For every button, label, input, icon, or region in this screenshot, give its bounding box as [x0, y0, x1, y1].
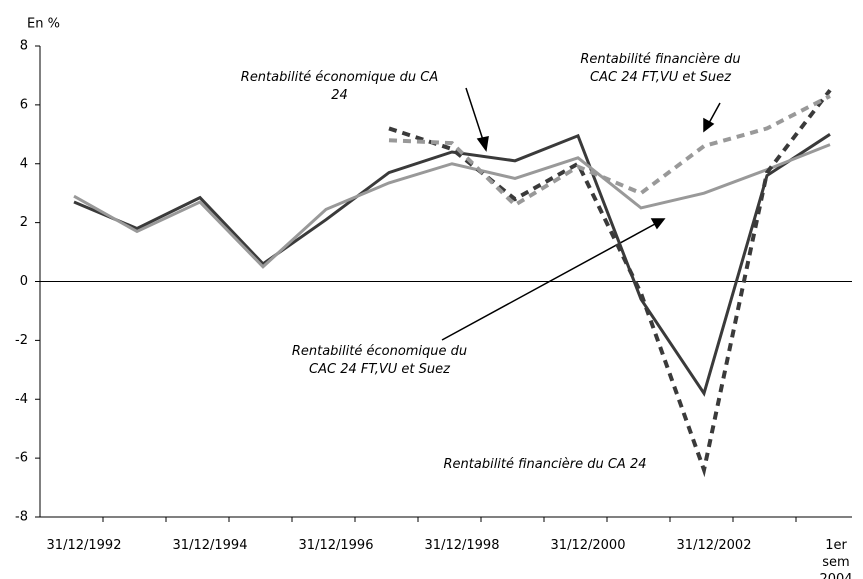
- y-tick-label: -6: [15, 451, 28, 466]
- y-tick-label: 6: [20, 97, 28, 112]
- x-tick-label: 31/12/1994: [172, 538, 248, 553]
- series-line: [388, 94, 831, 208]
- y-tick-label: 2: [20, 215, 28, 230]
- annotation: Rentabilité financière du CA 24: [443, 457, 647, 472]
- x-tick-label: 1er sem 2004: [819, 538, 852, 579]
- arrow-head: [476, 136, 489, 152]
- arrow: [465, 87, 484, 141]
- series-line: [388, 88, 832, 478]
- annotation: Rentabilité économique du CA 24: [240, 70, 439, 103]
- y-tick-label: -8: [15, 510, 28, 525]
- annotation-arrows: [441, 87, 721, 341]
- arrow-head: [650, 218, 666, 230]
- y-tick-label: 8: [20, 39, 28, 54]
- annotation: Rentabilité économique du CAC 24 FT,VU e…: [291, 344, 468, 377]
- y-tick-label: 0: [20, 274, 28, 289]
- y-tick-label: -2: [15, 333, 28, 348]
- x-tick-label: 31/12/1996: [298, 538, 374, 553]
- x-tick-label: 31/12/1998: [424, 538, 500, 553]
- x-tick-label: 31/12/1992: [46, 538, 122, 553]
- series-line: [73, 143, 831, 269]
- annotation: Rentabilité financière du CAC 24 FT,VU e…: [580, 52, 741, 85]
- y-axis-label: En %: [27, 17, 60, 32]
- y-tick-label: -4: [15, 392, 28, 407]
- x-tick-label: 31/12/2002: [676, 538, 752, 553]
- arrow: [708, 102, 721, 124]
- y-tick-label: 4: [20, 156, 28, 171]
- x-tick-label: 31/12/2000: [550, 538, 626, 553]
- series-line: [73, 133, 831, 397]
- arrow-head: [703, 117, 715, 133]
